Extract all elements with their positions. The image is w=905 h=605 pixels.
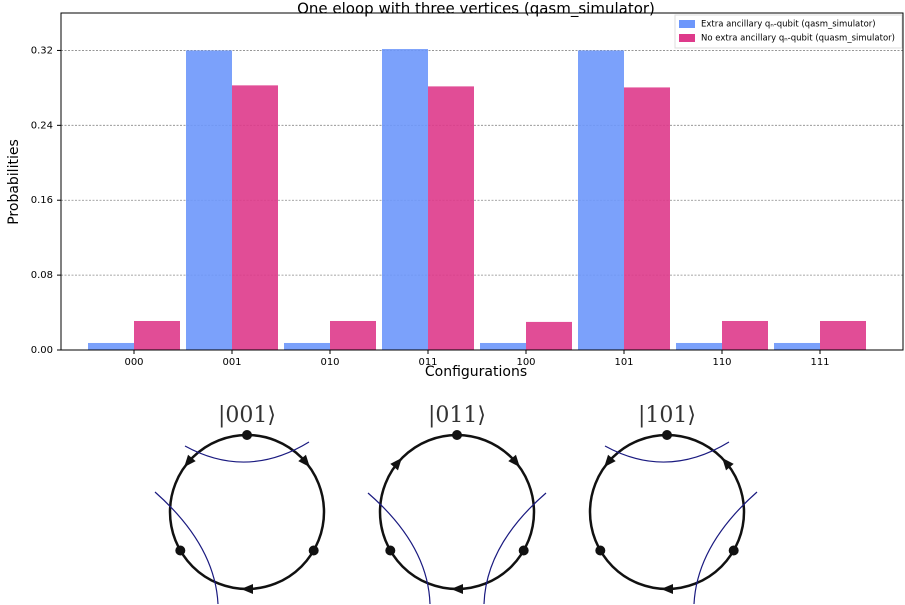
y-tick-label: 0.08 [31,270,53,281]
loop-diagram: |011⟩ [368,403,546,604]
bar [428,86,474,350]
vertex [452,430,462,440]
chart-title: One eloop with three vertices (qasm_simu… [297,0,655,19]
state-label: |011⟩ [428,403,486,428]
y-tick-label: 0.16 [31,195,53,206]
legend-swatch [679,34,695,42]
bar [134,321,180,350]
vertex [729,546,739,556]
vertex [309,546,319,556]
y-tick-label: 0.32 [31,45,53,56]
bar [722,321,768,350]
legend: Extra ancillary qₙ-qubit (qasm_simulator… [675,15,902,48]
x-axis-label: Configurations [425,364,527,380]
bar [624,87,670,350]
x-tick-label: 001 [222,357,241,368]
cut-curve [185,442,309,462]
arrowhead [451,584,463,594]
vertex [385,546,395,556]
bar [284,343,330,350]
y-tick-label: 0.24 [31,120,53,131]
loop [590,435,744,589]
bar [186,50,232,350]
loop [170,435,324,589]
legend-label: Extra ancillary qₙ-qubit (qasm_simulator… [701,20,876,30]
state-label: |001⟩ [218,403,276,428]
bar [820,321,866,350]
loop-diagram: |101⟩ [590,403,757,604]
y-tick-label: 0.00 [31,345,53,356]
loop [380,435,534,589]
y-axis-label: Probabilities [6,139,22,225]
vertex [595,546,605,556]
bar [382,49,428,350]
arrowhead [661,584,673,594]
cut-curve [155,492,218,604]
x-tick-label: 000 [124,357,143,368]
legend-label: No extra ancillary qₙ-qubit (quasm_simul… [701,34,895,44]
x-tick-label: 110 [712,357,731,368]
x-tick-label: 010 [320,357,339,368]
cut-curve [694,492,757,604]
bar [578,50,624,350]
bar [526,322,572,350]
bar [774,343,820,350]
vertex [519,546,529,556]
bar [88,343,134,350]
vertex [662,430,672,440]
x-tick-label: 101 [614,357,633,368]
cut-curve [605,442,729,462]
bar [676,343,722,350]
figure: One eloop with three vertices (qasm_simu… [0,0,905,605]
x-tick-label: 100 [516,357,535,368]
arrowhead [241,584,253,594]
vertex [242,430,252,440]
legend-swatch [679,20,695,28]
loop-diagram: |001⟩ [155,403,324,604]
cut-curve [368,493,430,604]
bar [232,85,278,350]
cut-curve [484,493,546,604]
x-tick-label: 011 [418,357,437,368]
state-label: |101⟩ [638,403,696,428]
vertex [175,546,185,556]
bar [330,321,376,350]
bar [480,343,526,350]
x-tick-label: 111 [810,357,829,368]
